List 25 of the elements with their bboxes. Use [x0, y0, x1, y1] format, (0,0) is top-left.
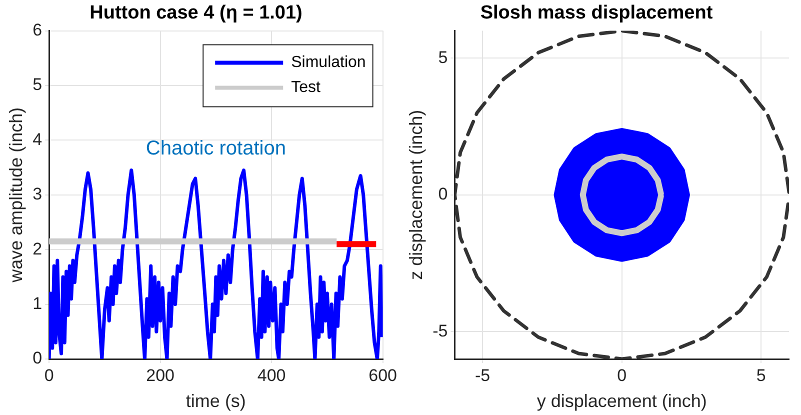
- y-tick-label: 5: [32, 75, 42, 94]
- y-tick-label: 5: [438, 48, 448, 67]
- y-tick-label: 2: [32, 239, 42, 258]
- y-axis-title: z displacement (inch): [406, 110, 426, 280]
- y-tick-label: 3: [32, 184, 42, 204]
- y-tick-label: -5: [432, 321, 448, 340]
- y-tick-label: 1: [32, 294, 42, 313]
- y-tick-label: 0: [438, 184, 448, 204]
- y-axis-title: wave amplitude (inch): [6, 107, 26, 284]
- x-tick-label: -5: [475, 366, 490, 385]
- x-tick-label: 0: [617, 366, 627, 385]
- x-tick-label: 600: [368, 366, 398, 385]
- x-tick-label: 200: [146, 366, 174, 385]
- y-tick-label: 4: [32, 130, 42, 149]
- legend-label: Test: [291, 79, 322, 96]
- y-tick-label: 6: [32, 20, 42, 40]
- legend-label: Simulation: [291, 54, 366, 72]
- x-tick-label: 5: [756, 366, 766, 385]
- chart-title: Slosh mass displacement: [480, 2, 714, 24]
- y-tick-label: 0: [32, 348, 42, 368]
- chart-title: Hutton case 4 (η = 1.01): [90, 2, 302, 24]
- x-axis-title: y displacement (inch): [536, 391, 707, 412]
- x-axis-title: time (s): [186, 391, 246, 412]
- x-tick-label: 400: [257, 366, 286, 385]
- annotation: Chaotic rotation: [146, 137, 286, 160]
